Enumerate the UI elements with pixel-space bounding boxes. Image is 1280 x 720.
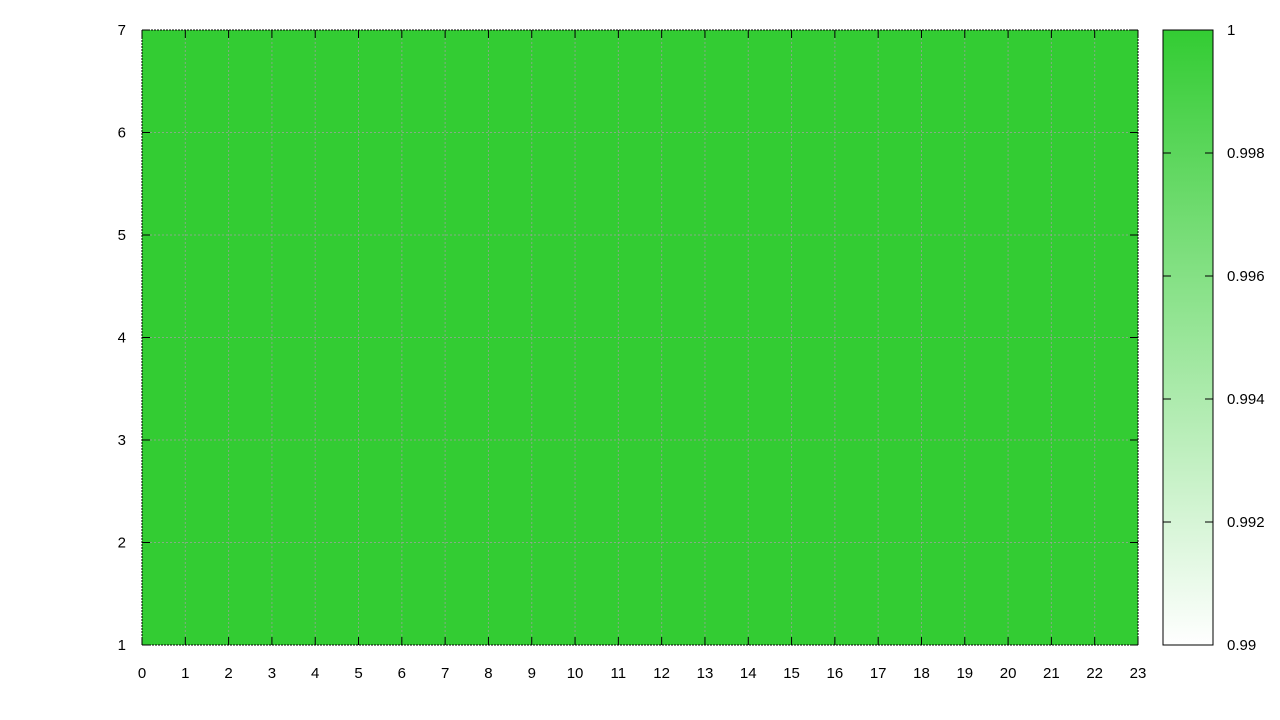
x-tick-label: 0: [138, 665, 146, 682]
x-tick-label: 5: [354, 665, 362, 682]
colorbar: 0.99 0.992 0.994 0.996 0.998 1: [1162, 22, 1265, 654]
x-tick-label: 19: [956, 665, 973, 682]
x-tick-label: 7: [441, 665, 449, 682]
x-tick-label: 4: [311, 665, 319, 682]
colorbar-frame: [1162, 29, 1214, 646]
x-tick-label: 22: [1086, 665, 1103, 682]
x-tick-label: 1: [181, 665, 189, 682]
colorbar-tick-label: 0.996: [1227, 268, 1265, 285]
plot-area: 0 1 2 3 4 5 6 7 8 9 10 11 12 13 14 15 16 17 18 19 20 21 22 2312…: [118, 22, 1147, 682]
y-tick-label: 2: [118, 535, 126, 552]
colorbar-tick-label: 0.994: [1227, 391, 1265, 408]
y-tick-label: 5: [118, 227, 126, 244]
y-tick-label: 4: [118, 330, 126, 347]
x-tick-label: 17: [870, 665, 887, 682]
y-tick-label: 3: [118, 432, 126, 449]
y-tick-label: 1: [118, 637, 126, 654]
x-tick-label: 9: [528, 665, 536, 682]
y-tick-label: 7: [118, 22, 126, 39]
x-tick-label: 2: [224, 665, 232, 682]
x-tick-label: 21: [1043, 665, 1060, 682]
y-tick-label: 6: [118, 125, 126, 142]
x-tick-label: 11: [611, 665, 627, 682]
x-tick-label: 14: [740, 665, 757, 682]
x-tick-label: 10: [567, 665, 584, 682]
x-tick-label: 6: [398, 665, 406, 682]
colorbar-gradient: [1163, 30, 1213, 645]
colorbar-tick-label: 0.992: [1227, 514, 1265, 531]
colorbar-tick-label: 0.99: [1227, 637, 1256, 654]
x-tick-label: 15: [783, 665, 800, 682]
x-tick-label: 8: [484, 665, 492, 682]
x-tick-label: 16: [827, 665, 844, 682]
x-tick-label: 13: [697, 665, 714, 682]
x-tick-label: 23: [1130, 665, 1147, 682]
colorbar-tick-label: 0.998: [1227, 145, 1265, 162]
x-tick-label: 20: [1000, 665, 1017, 682]
colorbar-tick-label: 1: [1227, 22, 1235, 39]
x-tick-label: 12: [653, 665, 670, 682]
x-tick-label: 3: [268, 665, 276, 682]
x-tick-label: 18: [913, 665, 930, 682]
